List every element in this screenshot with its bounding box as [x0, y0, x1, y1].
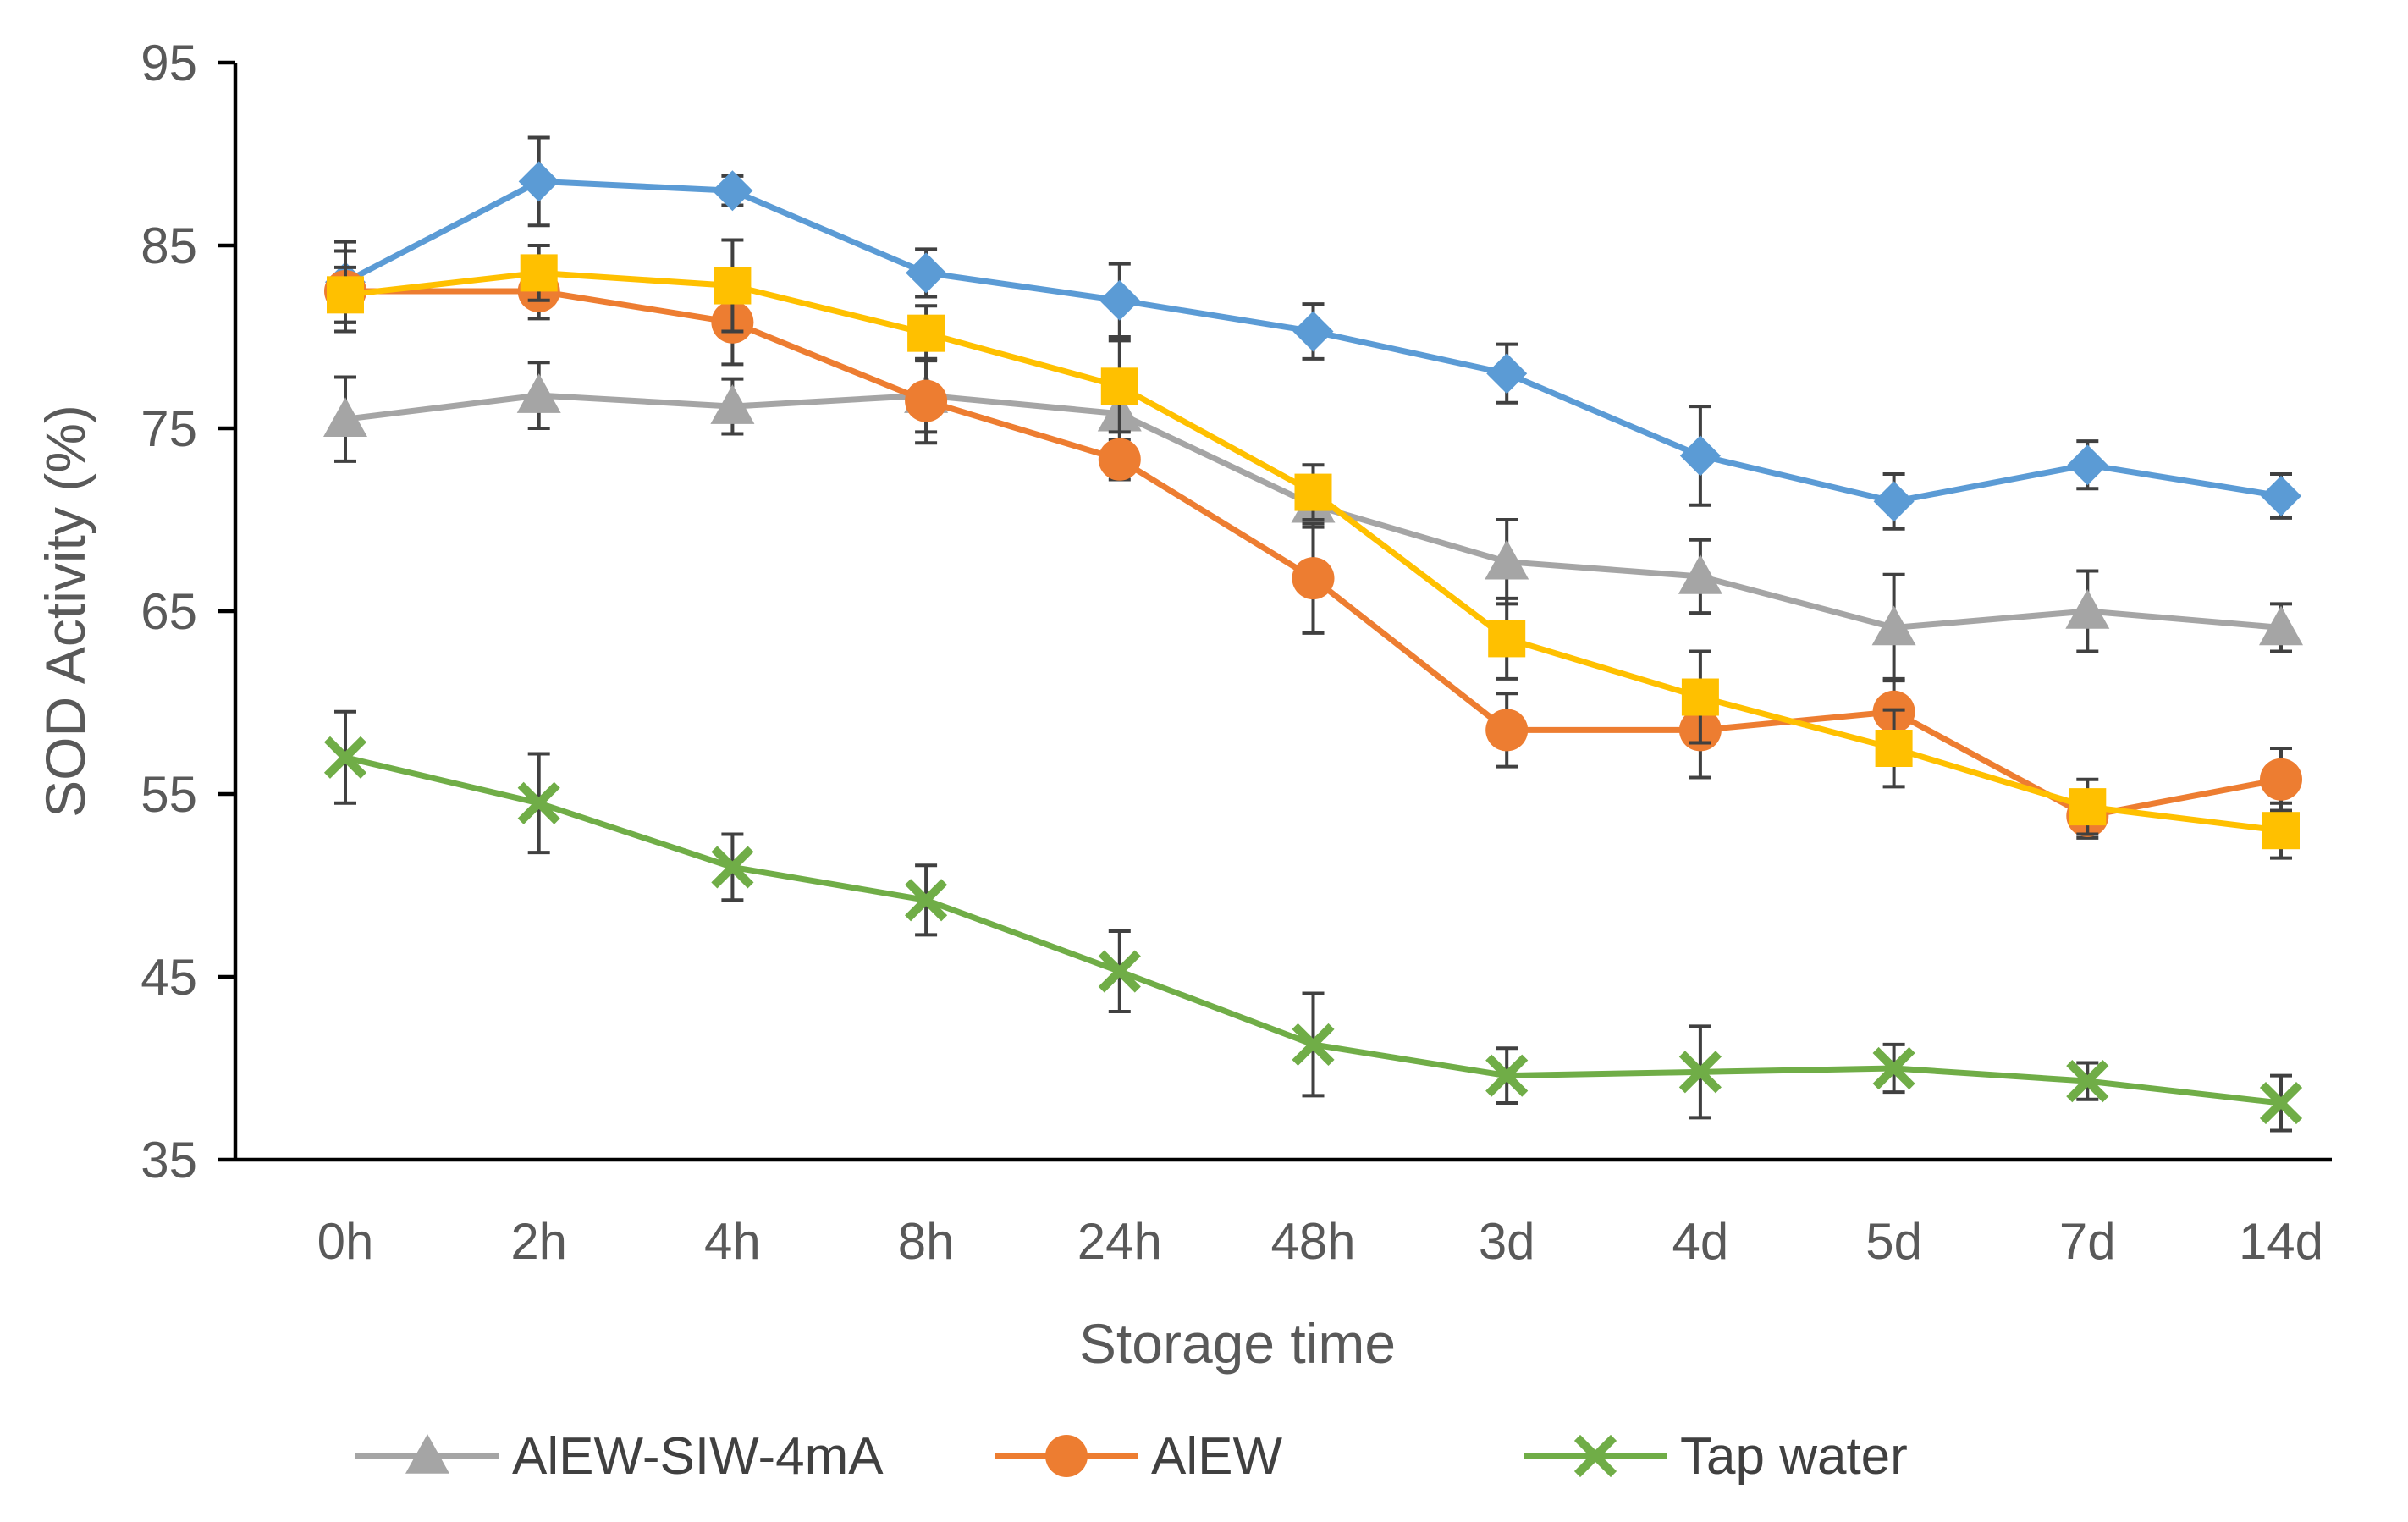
- x-tick-label: 3d: [1479, 1213, 1535, 1270]
- y-ticks: 35 45 55 65 75 85 95: [141, 35, 235, 1188]
- data-point-x: [711, 846, 754, 889]
- y-tick-label: 45: [141, 949, 197, 1006]
- y-tick-label: 35: [141, 1132, 197, 1188]
- data-point-diamond: [906, 252, 947, 294]
- legend-label: AlEW-SIW-4mA: [512, 1427, 884, 1486]
- data-point-square: [520, 254, 558, 292]
- data-point-diamond: [518, 161, 559, 202]
- data-point-circle: [1485, 709, 1529, 752]
- data-point-square: [327, 276, 364, 314]
- data-point-x: [1872, 1046, 1915, 1090]
- data-point-square: [2262, 812, 2300, 850]
- y-axis-title: SOD Activity (%): [34, 405, 96, 818]
- x-ticks: 0h 2h 4h 8h 24h 48h 3d 4d 5d 7d 14d: [317, 1213, 2323, 1270]
- data-point-diamond: [1292, 311, 1334, 352]
- data-point-triangle: [1678, 554, 1722, 594]
- x-tick-label: 4d: [1672, 1213, 1729, 1270]
- data-point-x: [905, 879, 948, 922]
- data-point-triangle: [405, 1434, 449, 1474]
- data-point-circle: [905, 379, 948, 422]
- data-point-square: [2069, 788, 2107, 826]
- data-point-square: [907, 314, 945, 352]
- data-point-x: [1573, 1434, 1617, 1478]
- data-point-circle: [2260, 758, 2302, 801]
- data-point-x: [1098, 950, 1141, 993]
- data-point-triangle: [710, 384, 755, 424]
- y-tick-label: 85: [141, 218, 197, 274]
- legend-entry: AlEW-SIW-4mA: [355, 1427, 884, 1486]
- series-unnamed-3: [327, 238, 2300, 860]
- data-point-triangle: [1485, 539, 1529, 580]
- data-point-square: [1488, 620, 1526, 658]
- data-point-x: [2066, 1060, 2109, 1103]
- x-tick-label: 4h: [704, 1213, 761, 1270]
- data-point-diamond: [1099, 279, 1140, 321]
- data-point-square: [1875, 730, 1913, 767]
- data-point-triangle: [516, 373, 561, 413]
- data-point-triangle: [1871, 605, 1916, 646]
- legend-entry: AlEW: [995, 1427, 1282, 1486]
- legend: AlEW-SIW-4mA AlEW Tap water: [355, 1427, 1908, 1486]
- y-tick-label: 65: [141, 583, 197, 640]
- data-point-diamond: [712, 170, 753, 212]
- data-point-diamond: [1486, 353, 1528, 394]
- x-tick-label: 5d: [1865, 1213, 1922, 1270]
- series-tap-water: [323, 709, 2303, 1133]
- data-point-diamond: [1873, 481, 1915, 522]
- axes: [233, 63, 2332, 1162]
- data-point-diamond: [2067, 444, 2108, 486]
- data-point-square: [1294, 473, 1332, 511]
- plot-area: [323, 135, 2303, 1133]
- data-point-circle: [1098, 438, 1141, 481]
- y-tick-label: 75: [141, 400, 197, 457]
- x-tick-label: 8h: [898, 1213, 955, 1270]
- data-point-triangle: [323, 397, 367, 437]
- data-point-x: [323, 736, 367, 779]
- data-point-diamond: [1679, 435, 1721, 477]
- legend-label: Tap water: [1680, 1427, 1908, 1486]
- x-tick-label: 2h: [510, 1213, 567, 1270]
- data-point-circle: [1292, 557, 1335, 600]
- legend-label: AlEW: [1151, 1427, 1282, 1486]
- data-point-x: [1678, 1051, 1722, 1094]
- data-point-x: [1485, 1054, 1529, 1097]
- x-tick-label: 0h: [317, 1213, 374, 1270]
- y-tick-label: 55: [141, 766, 197, 823]
- data-point-square: [714, 267, 752, 305]
- data-point-triangle: [2259, 605, 2303, 646]
- data-point-x: [517, 781, 560, 824]
- x-tick-label: 48h: [1270, 1213, 1355, 1270]
- data-point-x: [1292, 1023, 1335, 1066]
- data-point-x: [2259, 1081, 2303, 1125]
- legend-entry: Tap water: [1524, 1427, 1908, 1486]
- data-point-square: [1681, 678, 1719, 716]
- data-point-square: [1100, 367, 1138, 405]
- data-point-diamond: [2261, 475, 2301, 516]
- y-tick-label: 95: [141, 35, 197, 91]
- x-tick-label: 24h: [1077, 1213, 1162, 1270]
- x-axis-title: Storage time: [1079, 1312, 1396, 1375]
- x-tick-label: 7d: [2059, 1213, 2116, 1270]
- x-tick-label: 14d: [2239, 1213, 2323, 1270]
- data-point-circle: [1045, 1435, 1088, 1477]
- data-point-triangle: [2065, 589, 2110, 629]
